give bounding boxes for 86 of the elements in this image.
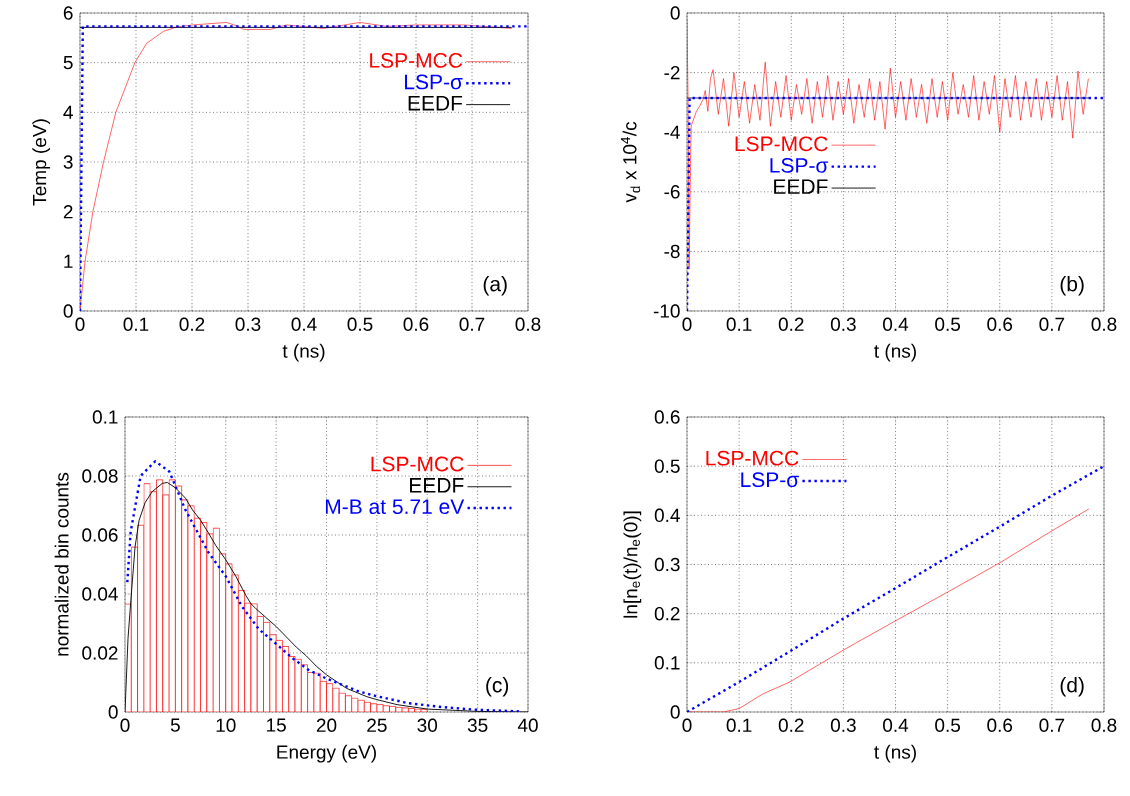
y-tick-label: 0.3 (654, 557, 680, 572)
y-axis-title: normalized bin counts (54, 472, 69, 656)
y-tick-label: 0.1 (654, 656, 680, 670)
annotation: (d) (1060, 677, 1084, 697)
x-tick-label: 20 (316, 718, 337, 732)
x-tick-label: 0.3 (235, 317, 261, 331)
x-tick-label: 0.8 (515, 317, 541, 331)
legend-label: LSP-MCC (370, 52, 463, 68)
x-tick-label: 0.6 (987, 718, 1013, 732)
y-tick-label: 6 (63, 6, 73, 20)
y-tick-label: -6 (664, 185, 680, 199)
x-axis-title: Energy (eV) (277, 744, 376, 763)
x-tick-label: 0.2 (179, 317, 205, 331)
y-tick-label: 0.06 (82, 528, 118, 542)
x-tick-label: 0.7 (1039, 718, 1065, 732)
x-tick-label: 0.5 (935, 317, 961, 331)
annotation: (c) (486, 677, 509, 697)
legend-label: EEDF (408, 95, 463, 111)
x-axis-title: t (ns) (874, 343, 916, 362)
x-tick-label: 0.8 (1091, 718, 1117, 732)
legend-label: EEDF (774, 179, 828, 194)
x-tick-label: 0.1 (726, 317, 752, 331)
y-tick-label: 0.4 (654, 508, 680, 523)
annotation: (a) (483, 275, 507, 296)
y-tick-label: -10 (653, 304, 680, 318)
y-tick-label: 4 (63, 105, 73, 119)
x-tick-label: 35 (467, 718, 488, 732)
legend-label: LSP-σ (770, 157, 829, 173)
x-tick-label: 0.5 (935, 718, 961, 732)
y-tick-label: 0 (670, 6, 680, 20)
x-tick-label: 15 (267, 718, 286, 732)
x-tick-label: 0.4 (291, 317, 317, 331)
x-tick-label: 0.6 (987, 317, 1013, 331)
y-tick-label: 0.5 (654, 459, 680, 473)
legend-label: M-B at 5.71 eV (325, 499, 465, 515)
x-tick-label: 0.2 (778, 718, 804, 732)
y-tick-label: -8 (664, 244, 680, 259)
x-tick-label: 0.3 (830, 718, 856, 732)
y-tick-label: 2 (63, 205, 73, 219)
x-tick-label: 0 (682, 317, 692, 331)
x-tick-label: 0.6 (403, 317, 429, 331)
x-tick-label: 0.5 (347, 317, 373, 331)
x-tick-label: 0.7 (459, 317, 485, 331)
x-tick-label: 0 (682, 718, 692, 732)
y-tick-label: 0.04 (82, 587, 118, 601)
x-tick-label: 40 (517, 718, 538, 732)
y-tick-label: 3 (63, 155, 73, 169)
y-tick-label: 0 (63, 304, 73, 318)
legend-label: LSP-σ (741, 472, 799, 488)
x-tick-label: 0 (120, 718, 130, 732)
x-tick-label: 0.4 (883, 317, 909, 331)
line-series (687, 464, 1104, 712)
x-tick-label: 0.1 (726, 718, 752, 732)
legend-label: EEDF (410, 478, 464, 493)
y-tick-label: -4 (664, 125, 680, 139)
y-tick-label: 0 (670, 705, 680, 719)
y-axis-title: ln[n$_{e}$(t)/n$_{e}$(0)] (623, 511, 642, 618)
y-tick-label: 0.02 (82, 646, 118, 660)
legend-label: LSP-MCC (735, 136, 828, 152)
y-tick-label: 0.08 (82, 469, 118, 483)
y-axis-title: Temp (eV) (32, 119, 51, 206)
y-tick-label: -2 (664, 65, 680, 80)
y-tick-label: 1 (64, 254, 73, 268)
line-series (687, 508, 1090, 712)
y-tick-label: 0.2 (654, 606, 680, 621)
x-tick-label: 0.8 (1091, 317, 1117, 331)
x-tick-label: 0.1 (123, 317, 149, 331)
x-tick-label: 30 (417, 718, 438, 732)
legend-label: LSP-σ (405, 74, 463, 90)
y-tick-label: 0 (108, 705, 118, 719)
x-axis-title: t (ns) (282, 343, 325, 362)
x-tick-label: 0.3 (830, 317, 856, 331)
x-tick-label: 0.2 (778, 317, 804, 331)
y-tick-label: 0.1 (92, 410, 118, 424)
x-tick-label: 25 (367, 718, 387, 732)
y-axis-title: v$_{d}$ x 10$^{4}$/c (620, 121, 641, 203)
x-tick-label: 0.4 (883, 718, 909, 732)
y-tick-label: 5 (63, 56, 73, 70)
annotation: (b) (1060, 275, 1084, 296)
legend-label: LSP-MCC (371, 456, 464, 472)
legend-label: LSP-MCC (706, 450, 799, 466)
x-axis-title: t (ns) (874, 744, 916, 763)
x-tick-label: 0.7 (1039, 317, 1065, 331)
x-tick-label: 5 (170, 718, 180, 732)
x-tick-label: 10 (216, 718, 236, 732)
y-tick-label: 0.6 (654, 410, 680, 424)
